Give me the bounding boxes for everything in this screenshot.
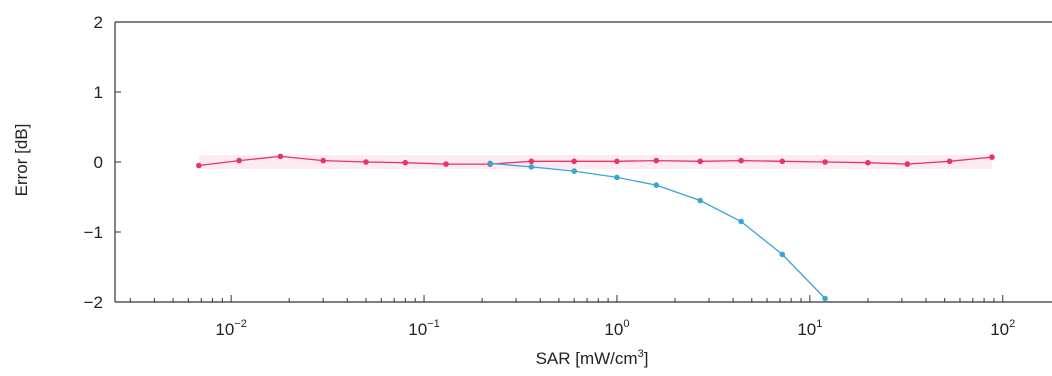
series-1-point [904, 161, 911, 167]
x-axis-label: SAR [mW/cm3] [536, 348, 649, 368]
series-1-point [277, 153, 284, 160]
x-axis-ticks: 10−2 10−1 100 101 102 [129, 295, 1015, 339]
y-tick-label: 1 [94, 83, 103, 102]
y-tick-label: 2 [94, 13, 103, 32]
series-2-point [822, 295, 828, 302]
y-tick-label: −1 [84, 223, 103, 242]
series-1-point [196, 162, 202, 169]
x-tick-label: 100 [604, 318, 629, 339]
series-1 [196, 153, 995, 169]
y-tick-label: −2 [84, 293, 103, 312]
series-1-point [989, 154, 995, 160]
series-2-point [614, 174, 620, 181]
series-1-point [363, 159, 369, 165]
series-1-point [571, 158, 577, 165]
series-layer [196, 153, 995, 302]
series-2-point [697, 197, 703, 204]
y-axis-label: Error [dB] [12, 124, 31, 197]
band-rect [198, 155, 993, 169]
series-2-point [738, 218, 744, 225]
series-1-point [614, 158, 620, 165]
y-tick-label: 0 [94, 153, 103, 172]
series-2-point [487, 160, 493, 167]
x-tick-label: 101 [797, 318, 822, 339]
y-axis-ticks: 2 1 0 −1 −2 [84, 13, 121, 312]
series-1-point [822, 159, 828, 165]
series-1-point [528, 158, 535, 165]
series-1-point [865, 159, 871, 166]
series-1-point [946, 158, 953, 165]
series-1-point [779, 158, 786, 165]
series-1-point [653, 157, 660, 164]
series-2-point [528, 164, 535, 170]
x-tick-label: 10−2 [215, 318, 246, 339]
series-1-point [697, 158, 703, 165]
series-1-point [443, 161, 449, 167]
series-1-point [402, 159, 409, 166]
x-tick-label: 10−1 [408, 318, 439, 339]
series-2 [487, 160, 828, 302]
series-2-point [779, 251, 786, 258]
series-1-point [738, 157, 744, 164]
confidence-band [198, 155, 993, 169]
series-2-point [571, 168, 577, 174]
series-2-point [653, 182, 660, 188]
series-1-point [320, 157, 327, 164]
series-1-line [198, 155, 993, 167]
x-tick-label: 102 [990, 318, 1015, 339]
series-1-point [236, 157, 242, 164]
